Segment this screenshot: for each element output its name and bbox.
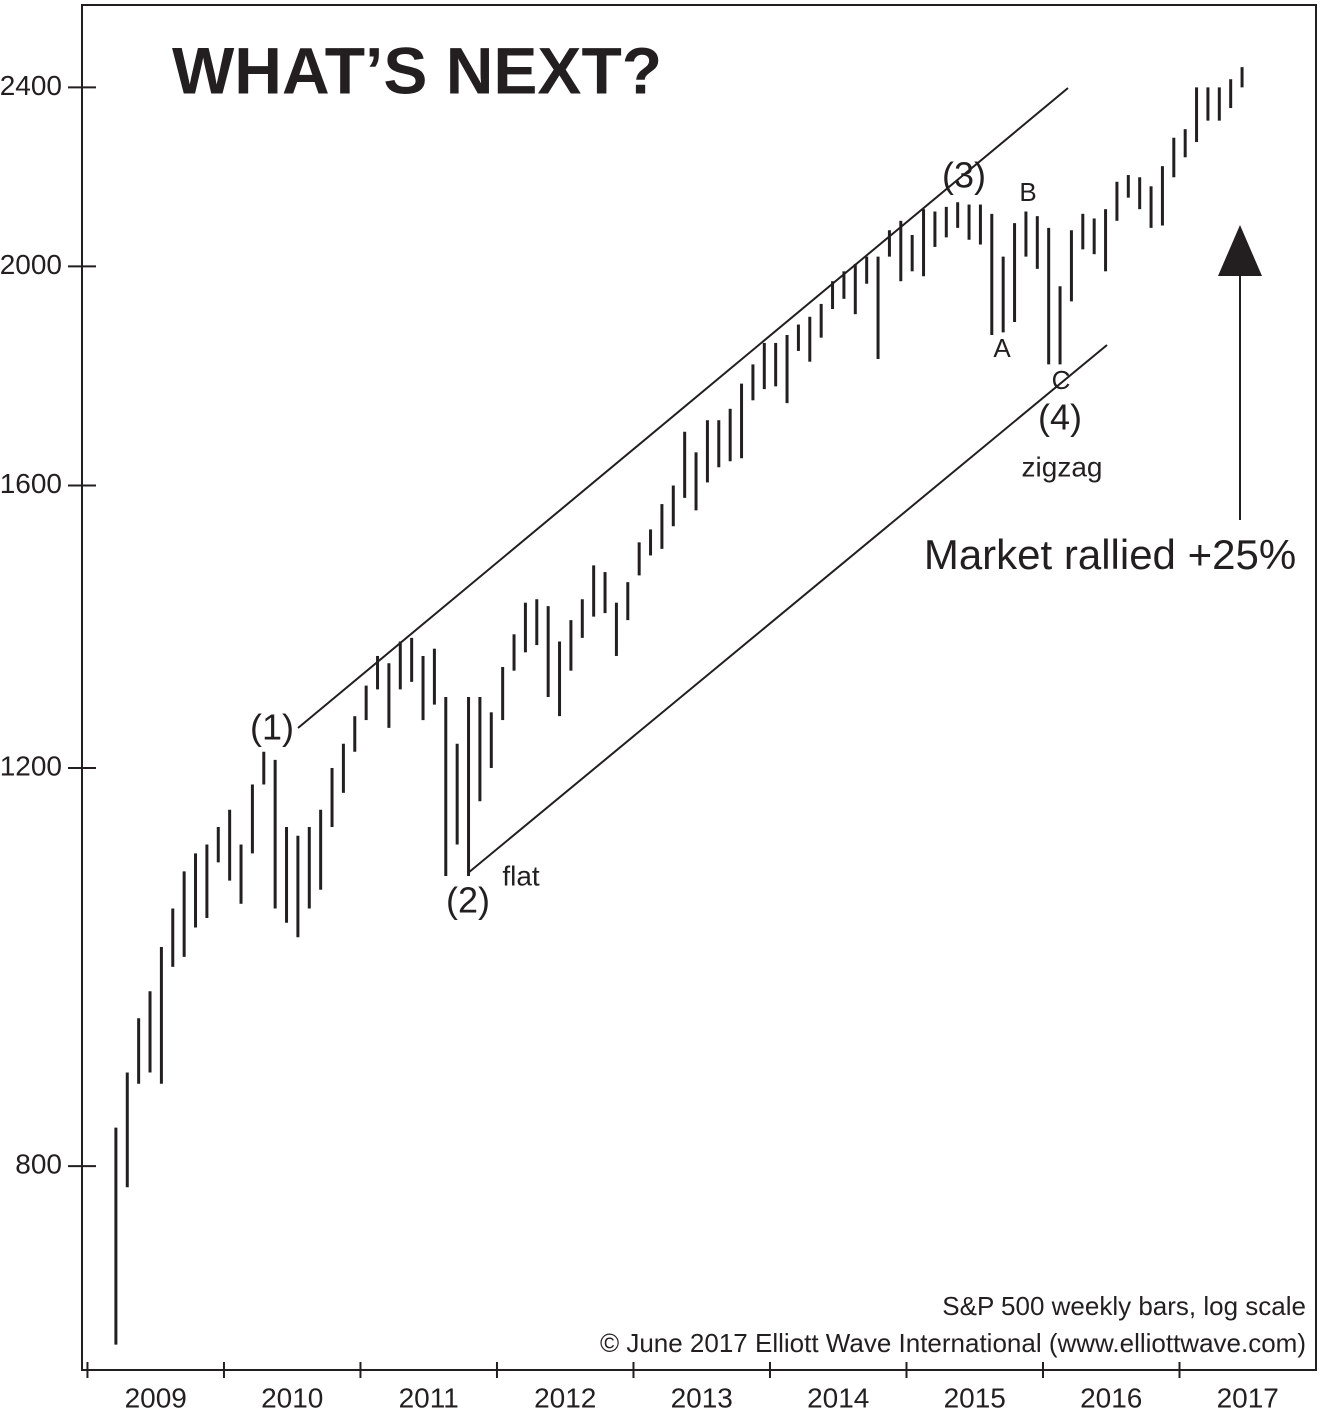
- x-tick-label: 2017: [1217, 1382, 1279, 1413]
- y-tick-label: 1600: [0, 468, 62, 499]
- x-tick-label: 2011: [399, 1382, 459, 1413]
- y-tick-label: 800: [15, 1149, 62, 1180]
- annotation: C: [1052, 365, 1071, 395]
- y-tick-label: 1200: [0, 750, 62, 781]
- lower-channel-line: [467, 344, 1108, 874]
- annotation: B: [1019, 177, 1036, 207]
- x-tick-label: 2012: [534, 1382, 596, 1413]
- annotation: Market rallied +25%: [924, 531, 1296, 578]
- x-tick-label: 2010: [261, 1382, 323, 1413]
- x-tick-label: 2009: [125, 1382, 187, 1413]
- annotation: (1): [250, 707, 294, 748]
- x-tick-label: 2015: [944, 1382, 1006, 1413]
- footnote: © June 2017 Elliott Wave International (…: [600, 1328, 1306, 1358]
- y-tick-label: 2400: [0, 70, 62, 101]
- x-tick-label: 2014: [807, 1382, 869, 1413]
- chart-title: WHAT’S NEXT?: [172, 33, 662, 107]
- plot-frame: [81, 4, 1317, 1371]
- annotation: flat: [502, 860, 540, 891]
- annotation: (4): [1038, 397, 1082, 438]
- arrow-head: [1218, 225, 1262, 276]
- annotation: (3): [942, 155, 986, 196]
- annotation: (2): [446, 880, 490, 921]
- annotation: zigzag: [1022, 451, 1103, 482]
- annotation: A: [993, 333, 1011, 363]
- x-tick-label: 2016: [1080, 1382, 1142, 1413]
- x-tick-label: 2013: [671, 1382, 733, 1413]
- footnote: S&P 500 weekly bars, log scale: [942, 1291, 1306, 1321]
- y-tick-label: 2000: [0, 249, 62, 280]
- upper-channel-line: [297, 87, 1069, 729]
